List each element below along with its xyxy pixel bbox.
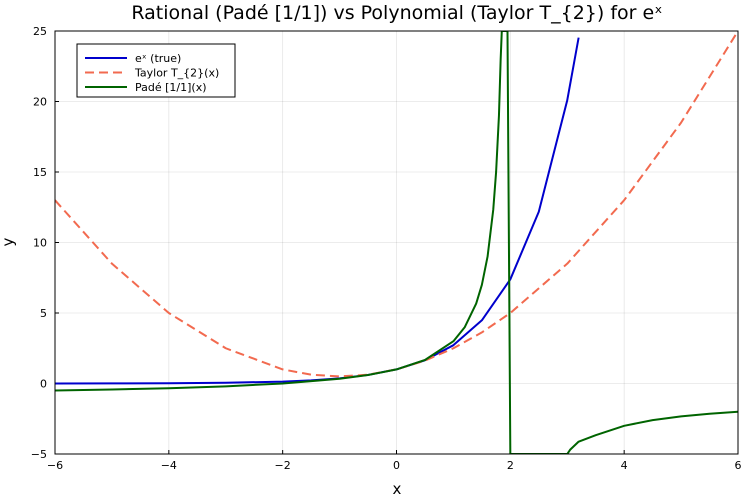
x-tick-label: −6 [47, 459, 63, 472]
legend-entry-label: Taylor T_{2}(x) [134, 67, 219, 80]
x-axis-ticks: −6 −4 −2 0 2 4 6 [47, 450, 742, 472]
legend-box [76, 43, 236, 98]
chart-title: Rational (Padé [1/1]) vs Polynomial (Tay… [131, 2, 662, 24]
y-tick-label: 15 [33, 166, 47, 179]
y-tick-label: 10 [33, 237, 47, 250]
legend-entry-label: eˣ (true) [135, 52, 181, 65]
y-axis-label: y [0, 237, 17, 246]
series-line-pad-1-1-x [55, 31, 738, 454]
y-tick-label: 5 [40, 307, 47, 320]
y-tick-label: 20 [33, 96, 47, 109]
x-tick-label: 6 [735, 459, 742, 472]
x-tick-label: −4 [161, 459, 177, 472]
series-line-taylor-t-2-x [55, 31, 738, 378]
plot-frame [54, 30, 739, 455]
legend-entry-label: Padé [1/1](x) [135, 81, 207, 94]
legend: eˣ (true) Taylor T_{2}(x)Padé [1/1](x) [76, 43, 236, 98]
y-axis-ticks: −5 0 5 10 15 20 25 [31, 25, 59, 461]
y-tick-label: 25 [33, 25, 47, 38]
series-layer [55, 31, 738, 454]
y-tick-label: 0 [40, 378, 47, 391]
x-axis-label: x [393, 480, 402, 498]
y-tick-label: −5 [31, 448, 47, 461]
x-tick-label: 0 [393, 459, 400, 472]
x-tick-label: −2 [275, 459, 291, 472]
x-tick-label: 4 [621, 459, 628, 472]
x-tick-label: 2 [507, 459, 514, 472]
